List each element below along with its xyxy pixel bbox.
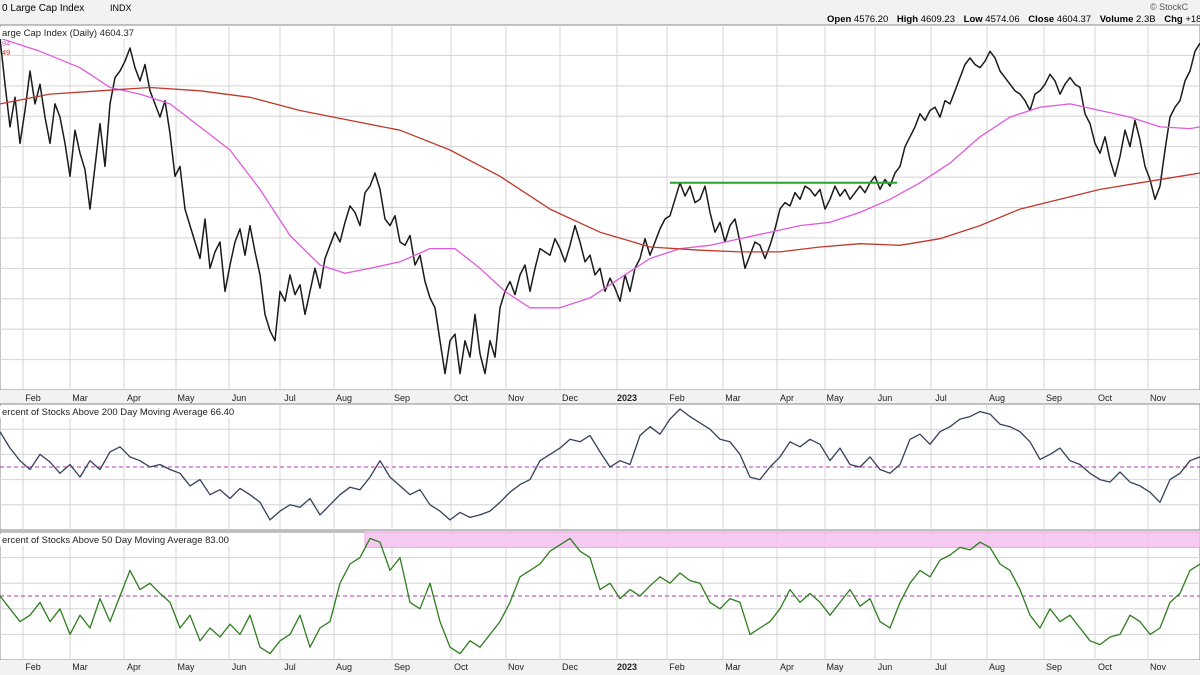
x-tick-label: Apr bbox=[780, 662, 794, 672]
chart-title: 0 Large Cap Index bbox=[2, 3, 84, 14]
x-tick-label: Jul bbox=[935, 393, 947, 403]
series-ma50 bbox=[0, 37, 1200, 309]
high-value: 4609.23 bbox=[921, 14, 955, 25]
x-tick-label: Apr bbox=[780, 393, 794, 403]
x-tick-label: Dec bbox=[562, 393, 579, 403]
exchange-label: INDX bbox=[110, 3, 132, 13]
x-tick-label: May bbox=[826, 662, 844, 672]
x-tick-label: Mar bbox=[72, 393, 88, 403]
x-tick-label: Aug bbox=[989, 393, 1005, 403]
x-tick-label: Aug bbox=[336, 662, 352, 672]
x-tick-label: Aug bbox=[989, 662, 1005, 672]
x-tick-label: Oct bbox=[1098, 662, 1113, 672]
x-tick-label: Sep bbox=[1046, 393, 1062, 403]
chg-value: +18.78 (+ bbox=[1185, 14, 1200, 25]
series-price bbox=[0, 38, 1200, 375]
brand-label: © StockC bbox=[1150, 2, 1189, 12]
panel-background bbox=[0, 531, 1200, 661]
quote-line: Open 4576.20 High 4609.23 Low 4574.06 Cl… bbox=[827, 14, 1200, 25]
close-value: 4604.37 bbox=[1057, 14, 1091, 25]
panel-title-bg bbox=[0, 534, 233, 546]
x-tick-label: Jun bbox=[878, 393, 893, 403]
x-tick-label: Feb bbox=[25, 393, 41, 403]
x-tick-label: 2023 bbox=[617, 662, 637, 672]
panel-title-bg bbox=[0, 27, 139, 39]
x-tick-label: Feb bbox=[25, 662, 41, 672]
x-tick-label: Jun bbox=[878, 662, 893, 672]
x-tick-label: Nov bbox=[1150, 393, 1167, 403]
x-tick-label: Feb bbox=[669, 662, 685, 672]
panel-title: ercent of Stocks Above 200 Day Moving Av… bbox=[2, 407, 234, 418]
x-tick-label: Jun bbox=[232, 662, 247, 672]
bottom-axis-band bbox=[0, 660, 1200, 675]
open-label: Open bbox=[827, 14, 851, 25]
open-value: 4576.20 bbox=[854, 14, 888, 25]
x-tick-label: Dec bbox=[562, 662, 579, 672]
x-tick-label: Feb bbox=[669, 393, 685, 403]
panel-background bbox=[0, 403, 1200, 531]
series-ma200 bbox=[0, 86, 1200, 253]
x-tick-label: May bbox=[177, 393, 195, 403]
overbought-zone bbox=[364, 531, 1200, 548]
x-tick-label: Nov bbox=[508, 393, 525, 403]
x-tick-label: Oct bbox=[454, 393, 469, 403]
legend-entry: 94 bbox=[2, 39, 10, 48]
x-tick-label: Jul bbox=[284, 662, 296, 672]
x-tick-label: Sep bbox=[1046, 662, 1062, 672]
x-tick-label: 2023 bbox=[617, 393, 637, 403]
x-tick-label: Jul bbox=[935, 662, 947, 672]
x-tick-label: Jul bbox=[284, 393, 296, 403]
series-breadth200 bbox=[0, 408, 1200, 521]
x-tick-label: Sep bbox=[394, 393, 410, 403]
x-tick-label: May bbox=[177, 662, 195, 672]
low-label: Low bbox=[964, 14, 984, 25]
series-breadth50 bbox=[0, 537, 1200, 655]
close-label: Close bbox=[1028, 14, 1054, 25]
x-tick-label: May bbox=[826, 393, 844, 403]
x-tick-label: Mar bbox=[725, 662, 741, 672]
high-label: High bbox=[897, 14, 918, 25]
x-tick-label: Apr bbox=[127, 393, 141, 403]
chart-header: 0 Large Cap Index INDX © StockC Open 457… bbox=[2, 2, 1200, 25]
legend-entry: 49 bbox=[2, 48, 10, 57]
x-tick-label: Sep bbox=[394, 662, 410, 672]
x-tick-label: Mar bbox=[725, 393, 741, 403]
x-axis-band bbox=[0, 390, 1200, 404]
volume-value: 2.3B bbox=[1136, 14, 1156, 25]
chart-panel-3: ercent of Stocks Above 50 Day Moving Ave… bbox=[0, 531, 1200, 661]
bottom-x-axis: Feb Mar Apr May Jun Jul Aug Sep Oct Nov Dec 2023 Feb… bbox=[0, 660, 1200, 675]
x-tick-label: Aug bbox=[336, 393, 352, 403]
low-value: 4574.06 bbox=[985, 14, 1019, 25]
x-tick-label: Nov bbox=[1150, 662, 1167, 672]
x-tick-label: Oct bbox=[454, 662, 469, 672]
chart-panel-2: ercent of Stocks Above 200 Day Moving Av… bbox=[0, 403, 1200, 531]
x-tick-label: Apr bbox=[127, 662, 141, 672]
x-tick-label: Oct bbox=[1098, 393, 1113, 403]
panel-title: ercent of Stocks Above 50 Day Moving Ave… bbox=[2, 535, 229, 546]
chg-label: Chg bbox=[1164, 14, 1183, 25]
x-tick-label: Mar bbox=[72, 662, 88, 672]
x-tick-label: Jun bbox=[232, 393, 247, 403]
x-tick-label: Nov bbox=[508, 662, 525, 672]
panel-title: arge Cap Index (Daily) 4604.37 bbox=[2, 28, 134, 39]
volume-label: Volume bbox=[1100, 14, 1134, 25]
panel-title-bg bbox=[0, 406, 239, 418]
